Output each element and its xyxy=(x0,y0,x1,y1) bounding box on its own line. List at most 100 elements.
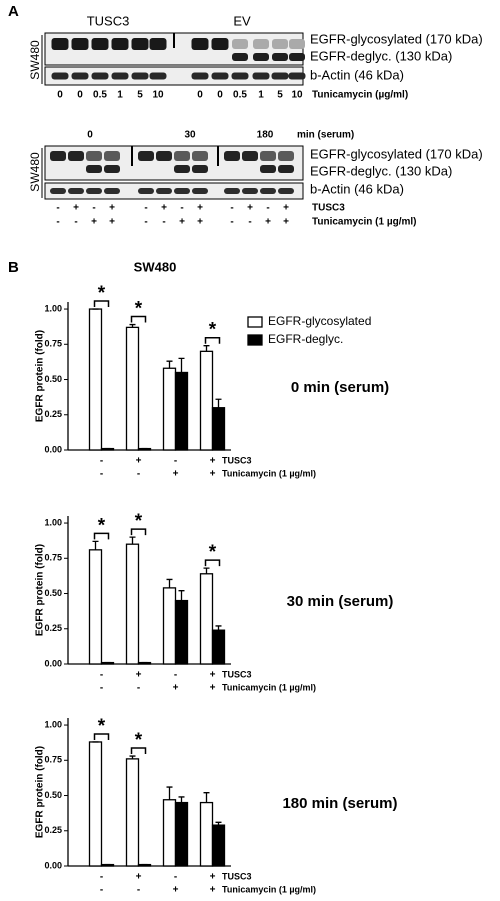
label: - xyxy=(74,217,77,228)
band xyxy=(71,38,89,50)
label: EGFR-glycosylated xyxy=(268,314,371,328)
label: - xyxy=(100,670,103,681)
error-bar xyxy=(203,345,210,352)
band xyxy=(149,72,167,80)
label: Tunicamycin (1 µg/ml) xyxy=(222,682,316,692)
label: 0.50 xyxy=(44,790,62,800)
band xyxy=(104,151,120,161)
error-bar xyxy=(215,625,222,631)
band xyxy=(86,188,102,194)
legend-swatch xyxy=(247,316,263,328)
band xyxy=(86,165,102,173)
error-bar xyxy=(129,755,136,759)
error-bar xyxy=(178,590,185,601)
error-bar xyxy=(166,360,173,369)
bar xyxy=(88,308,103,451)
label: 0 xyxy=(197,90,203,101)
band xyxy=(71,72,89,80)
label: + xyxy=(173,683,179,694)
band xyxy=(174,165,190,173)
significance-bracket xyxy=(204,336,221,344)
bar xyxy=(162,587,177,665)
label: EV xyxy=(233,13,251,28)
band xyxy=(232,53,248,61)
label: 0.25 xyxy=(44,409,62,419)
label: - xyxy=(162,217,165,228)
band xyxy=(131,72,149,80)
label: - xyxy=(248,217,251,228)
label: 1.00 xyxy=(44,719,62,729)
bar xyxy=(162,367,177,451)
label: EGFR-deglyc. xyxy=(268,332,343,346)
label: - xyxy=(137,885,140,896)
band xyxy=(242,151,258,161)
label: + xyxy=(210,469,216,480)
significance-bracket xyxy=(130,747,147,755)
error-bar xyxy=(166,578,173,588)
label: EGFR protein (fold) xyxy=(35,544,46,636)
band xyxy=(91,72,109,80)
label: 0 xyxy=(77,90,83,101)
label: 0.25 xyxy=(44,623,62,633)
bar xyxy=(125,543,140,665)
band xyxy=(224,188,240,194)
label: + xyxy=(197,203,203,214)
bar xyxy=(199,801,214,867)
label: - xyxy=(137,683,140,694)
band xyxy=(156,151,172,161)
band xyxy=(86,151,102,161)
label: - xyxy=(100,683,103,694)
label: + xyxy=(173,885,179,896)
bar xyxy=(125,326,140,451)
label: 30 min (serum) xyxy=(287,593,394,610)
label: * xyxy=(209,542,217,563)
label: - xyxy=(56,203,59,214)
label: 1.00 xyxy=(44,517,62,527)
band xyxy=(288,72,306,80)
label: 0.00 xyxy=(44,860,62,870)
band xyxy=(149,38,167,50)
label: - xyxy=(100,872,103,883)
band xyxy=(278,188,294,194)
band xyxy=(192,165,208,173)
label: min (serum) xyxy=(297,130,354,141)
band xyxy=(51,38,69,50)
band xyxy=(51,72,69,80)
label: - xyxy=(144,217,147,228)
label: - xyxy=(56,217,59,228)
label: * xyxy=(98,716,106,737)
band xyxy=(50,188,66,194)
bar xyxy=(211,629,226,665)
label: TUSC3 xyxy=(87,13,130,28)
label: EGFR protein (fold) xyxy=(35,330,46,422)
label: - xyxy=(174,872,177,883)
label: 0 xyxy=(217,90,223,101)
error-bar xyxy=(129,323,136,328)
band xyxy=(231,72,249,80)
significance-bracket xyxy=(93,300,110,308)
label: 10 xyxy=(291,90,303,101)
label: - xyxy=(144,203,147,214)
label: + xyxy=(210,885,216,896)
label: TUSC3 xyxy=(222,455,252,465)
bar xyxy=(174,599,189,665)
bar xyxy=(199,573,214,665)
label: 1 xyxy=(258,90,264,101)
label: Tunicamycin (1 µg/ml) xyxy=(222,468,316,478)
band xyxy=(271,72,289,80)
band xyxy=(192,188,208,194)
label: SW480 xyxy=(28,40,42,80)
band xyxy=(260,165,276,173)
label: 180 min (serum) xyxy=(282,795,397,812)
label: 5 xyxy=(277,90,283,101)
band xyxy=(211,38,229,50)
label: SW480 xyxy=(134,259,177,274)
label: 0.5 xyxy=(233,90,247,101)
significance-bracket xyxy=(204,559,221,567)
label: Tunicamycin (µg/ml) xyxy=(312,90,408,101)
label: TUSC3 xyxy=(222,871,252,881)
bar xyxy=(211,407,226,451)
label: - xyxy=(180,203,183,214)
bar xyxy=(199,350,214,451)
label: 0 xyxy=(57,90,63,101)
